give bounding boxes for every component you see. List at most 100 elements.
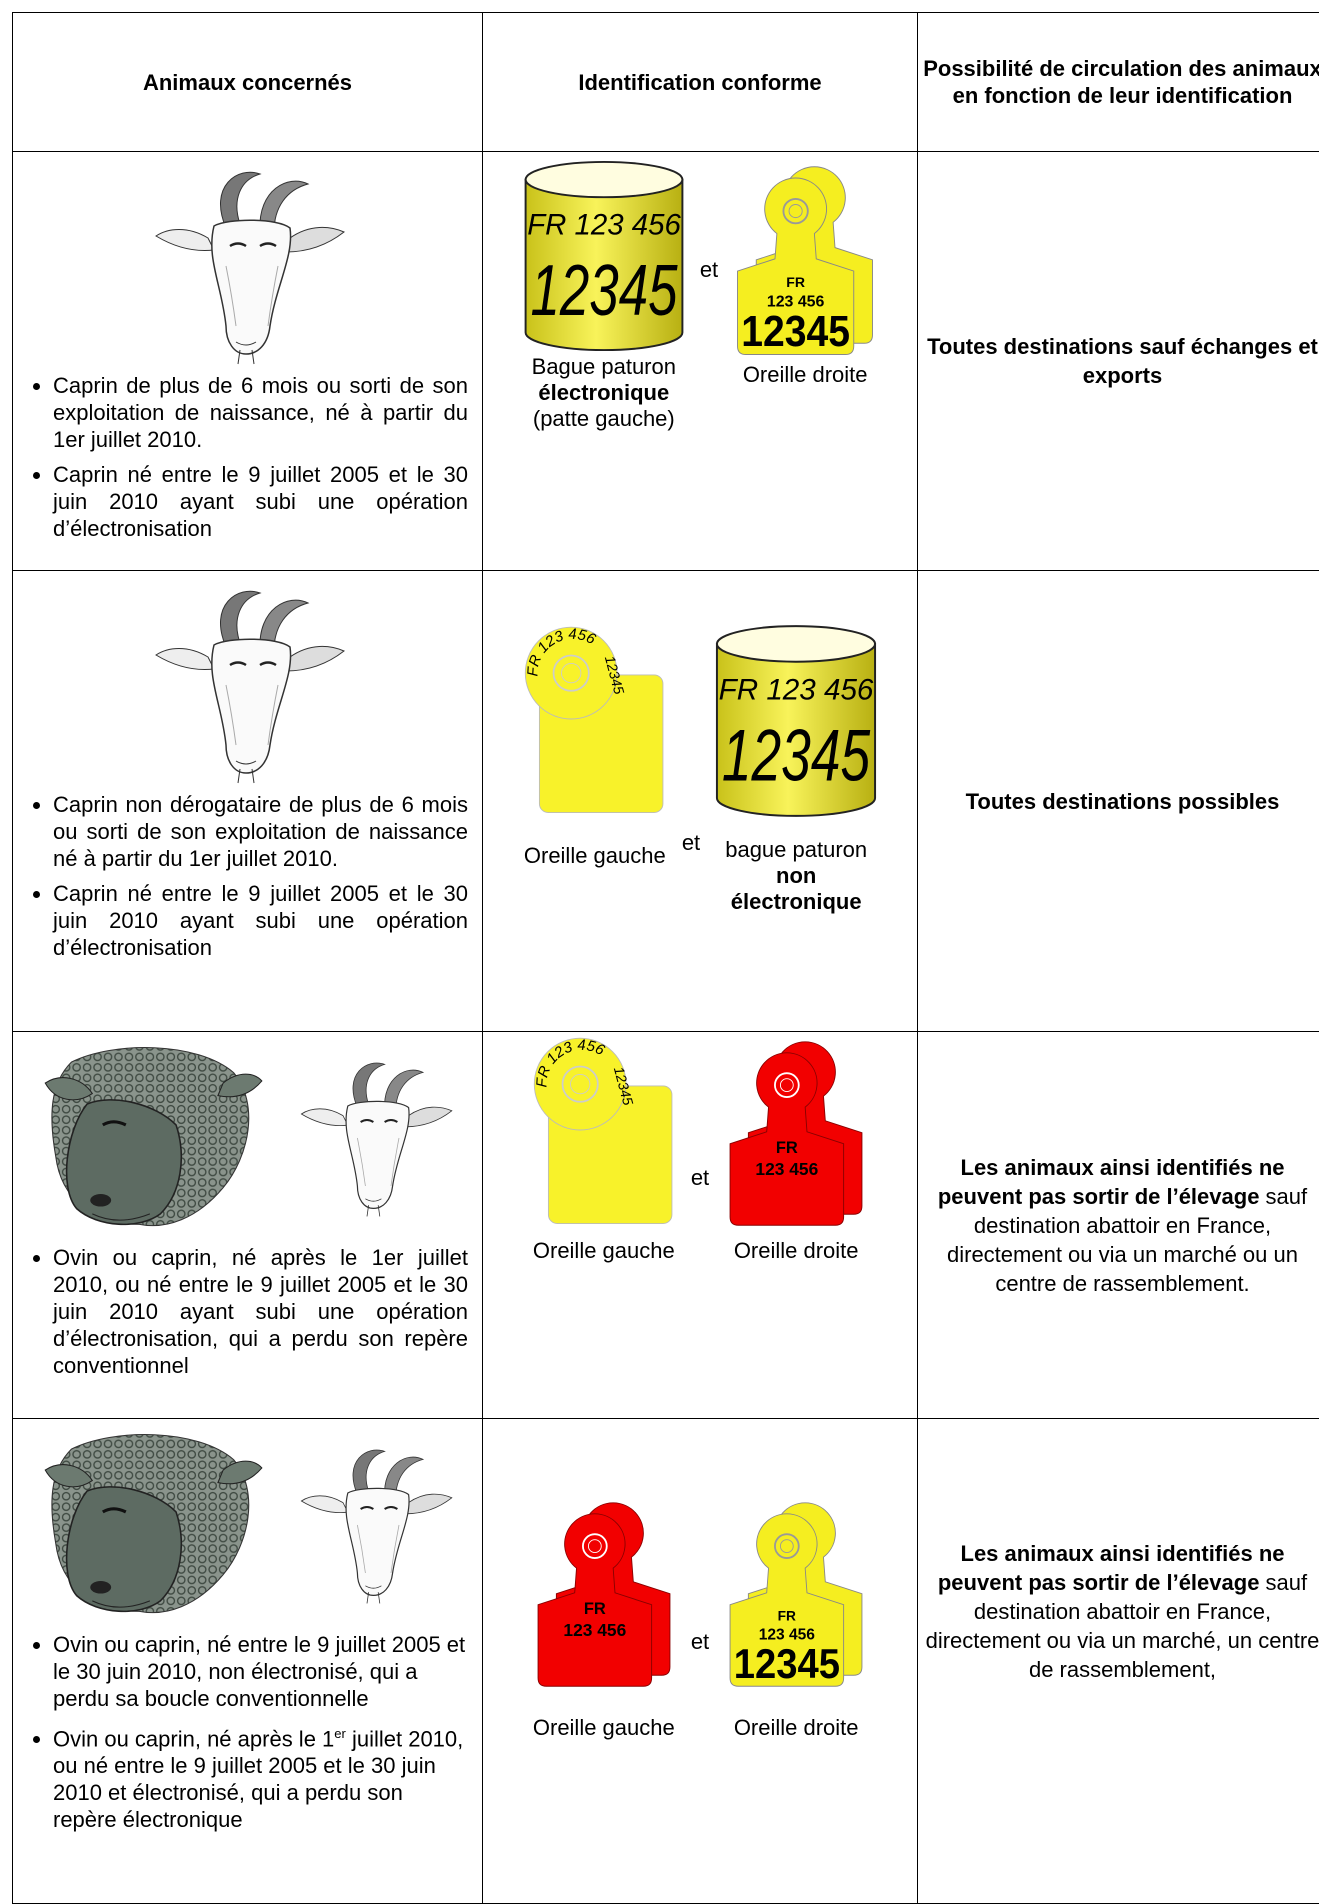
bullet-list: Ovin ou caprin, né entre le 9 juillet 20… — [17, 1631, 468, 1841]
bullet: Ovin ou caprin, né après le 1er juillet … — [53, 1244, 468, 1379]
tag-text: 12345 — [722, 715, 870, 796]
id-item: FR 123 456 12345 Bague paturon électroni… — [520, 158, 688, 432]
tag-text: 12345 — [734, 1640, 840, 1687]
bullet-text: Caprin non dérogataire de plus de 6 mois… — [53, 792, 468, 871]
tag-text: 123 456 — [756, 1159, 819, 1179]
id-item: FR 123 456 12345 Oreille droite — [721, 1493, 871, 1741]
header-cell: Identification conforme — [482, 12, 918, 152]
bullet: Ovin ou caprin, né après le 1er juillet … — [53, 1720, 468, 1833]
identification-table: Animaux concernés Identification conform… — [12, 12, 1319, 1904]
sheep-image — [43, 1432, 264, 1615]
id-item: FR 123 456 Oreille droite — [721, 1032, 871, 1264]
circulation-text: Les animaux ainsi identifiés ne peuvent … — [937, 1154, 1285, 1209]
leg-band: FR 123 456 12345 — [524, 160, 684, 352]
leg-band: FR 123 456 12345 — [716, 625, 877, 817]
ear-tag-yellow: FR 123 456 12345 — [729, 1502, 863, 1687]
bullet-list: Caprin de plus de 6 mois ou sorti de son… — [17, 372, 468, 550]
tag-text: 123 456 — [767, 294, 825, 311]
caption: Oreille droite — [733, 1715, 859, 1740]
bullet-list: Caprin non dérogataire de plus de 6 mois… — [17, 791, 468, 969]
tag-text: FR 123 456 — [527, 208, 681, 241]
pictures — [13, 1419, 482, 1625]
id-item: FR 123 456 12345 Oreille gauche — [520, 621, 670, 869]
circulation-cell: Les animaux ainsi identifiés ne peuvent … — [917, 1418, 1319, 1904]
tag-text: FR — [778, 1608, 796, 1623]
tag-text: 123 456 — [759, 1627, 816, 1644]
tag-text: FR — [776, 1139, 798, 1157]
caption: Oreille droite — [742, 362, 868, 387]
goat-image — [154, 171, 345, 366]
table-row: Caprin non dérogataire de plus de 6 mois… — [12, 570, 1319, 1032]
identification-cell: FR 123 456 Oreille gauche et FR 123 456 … — [482, 1418, 918, 1904]
caption: Bague paturon — [531, 354, 676, 379]
header-cell: Animaux concernés — [12, 12, 483, 152]
tag-text: FR — [584, 1600, 606, 1618]
circulation-cell: Toutes destinations sauf échanges et exp… — [917, 151, 1319, 571]
circulation-text: Toutes destinations possibles — [965, 788, 1280, 814]
tag-text: FR 123 456 — [719, 673, 874, 706]
goat-image — [154, 590, 345, 785]
table-row: Ovin ou caprin, né entre le 9 juillet 20… — [12, 1418, 1319, 1904]
goat-image — [300, 1449, 453, 1605]
circulation-text: sauf destination abattoir en France, dir… — [925, 1570, 1319, 1682]
animals-cell: Ovin ou caprin, né entre le 9 juillet 20… — [12, 1418, 483, 1904]
animals-cell: Ovin ou caprin, né après le 1er juillet … — [12, 1031, 483, 1419]
bullet: Caprin de plus de 6 mois ou sorti de son… — [53, 372, 468, 453]
header-cell: Possibilité de circulation des animaux e… — [917, 12, 1319, 152]
connector: et — [681, 830, 701, 855]
circulation-cell: Les animaux ainsi identifiés ne peuvent … — [917, 1031, 1319, 1419]
animals-cell: Caprin de plus de 6 mois ou sorti de son… — [12, 151, 483, 571]
table-row: Ovin ou caprin, né après le 1er juillet … — [12, 1031, 1319, 1419]
bullet-list: Ovin ou caprin, né après le 1er juillet … — [17, 1244, 468, 1387]
pictures — [13, 152, 482, 366]
connector: et — [699, 257, 719, 282]
table-row: Caprin de plus de 6 mois ou sorti de son… — [12, 151, 1319, 571]
animals-cell: Caprin non dérogataire de plus de 6 mois… — [12, 570, 483, 1032]
id-item: FR 123 456 Oreille gauche — [529, 1493, 679, 1741]
bullet: Caprin né entre le 9 juillet 2005 et le … — [53, 461, 468, 542]
pictures — [13, 571, 482, 785]
ear-tag-red: FR 123 456 — [537, 1502, 671, 1687]
ear-tag-yellow: FR 123 456 12345 — [737, 166, 874, 356]
circulation-text: Les animaux ainsi identifiés ne peuvent … — [937, 1541, 1285, 1595]
caption: Oreille gauche — [532, 1238, 675, 1263]
sheep-image — [43, 1045, 264, 1228]
tag-text: 123 456 — [563, 1620, 626, 1640]
connector: et — [690, 1629, 710, 1654]
ear-tag-yellow-left: FR 123 456 12345 — [533, 1037, 673, 1224]
bullet-text: juillet 2010, ou né entre le 9 juillet 2… — [53, 1726, 464, 1833]
header-row: Animaux concernés Identification conform… — [12, 12, 1319, 152]
bullet-text: Caprin né entre le 9 juillet 2005 et le … — [53, 881, 468, 960]
id-item: FR 123 456 12345 bague paturon non élect… — [712, 621, 880, 915]
bullet: Ovin ou caprin, né entre le 9 juillet 20… — [53, 1631, 468, 1712]
pictures — [13, 1032, 482, 1238]
tag-text: FR — [786, 274, 805, 290]
caption: Oreille gauche — [523, 843, 666, 868]
identification-cell: FR 123 456 12345 Bague paturon électroni… — [482, 151, 918, 571]
superscript: er — [334, 1726, 346, 1741]
tag-text: 12345 — [741, 308, 850, 356]
bullet-text: Caprin né entre le 9 juillet 2005 et le … — [53, 462, 468, 541]
caption: Oreille droite — [733, 1238, 859, 1263]
tag-text: 12345 — [530, 250, 677, 331]
ear-tag-yellow-left: FR 123 456 12345 — [524, 626, 664, 813]
caption: Oreille gauche — [532, 1715, 675, 1740]
bullet-text: Ovin ou caprin, né après le 1er juillet … — [53, 1245, 468, 1378]
id-item: FR 123 456 12345 Oreille droite — [730, 152, 880, 388]
ear-tag-red: FR 123 456 — [729, 1041, 863, 1226]
id-item: FR 123 456 12345 Oreille gauche — [529, 1032, 679, 1264]
bullet-text: Ovin ou caprin, né après le 1 — [53, 1726, 335, 1752]
bullet-text: Caprin de plus de 6 mois ou sorti de son… — [53, 373, 468, 452]
bullet-text: Ovin ou caprin, né entre le 9 juillet 20… — [53, 1632, 466, 1711]
goat-image — [300, 1062, 453, 1218]
caption: (patte gauche) — [532, 406, 675, 431]
caption: électronique — [538, 380, 670, 405]
caption: bague paturon — [725, 837, 868, 862]
identification-cell: FR 123 456 12345 Oreille gauche et FR 12… — [482, 1031, 918, 1419]
bullet: Caprin né entre le 9 juillet 2005 et le … — [53, 880, 468, 961]
circulation-text: Toutes destinations sauf échanges et exp… — [927, 334, 1318, 388]
bullet: Caprin non dérogataire de plus de 6 mois… — [53, 791, 468, 872]
identification-cell: FR 123 456 12345 Oreille gauche et FR 12… — [482, 570, 918, 1032]
connector: et — [690, 1165, 710, 1190]
